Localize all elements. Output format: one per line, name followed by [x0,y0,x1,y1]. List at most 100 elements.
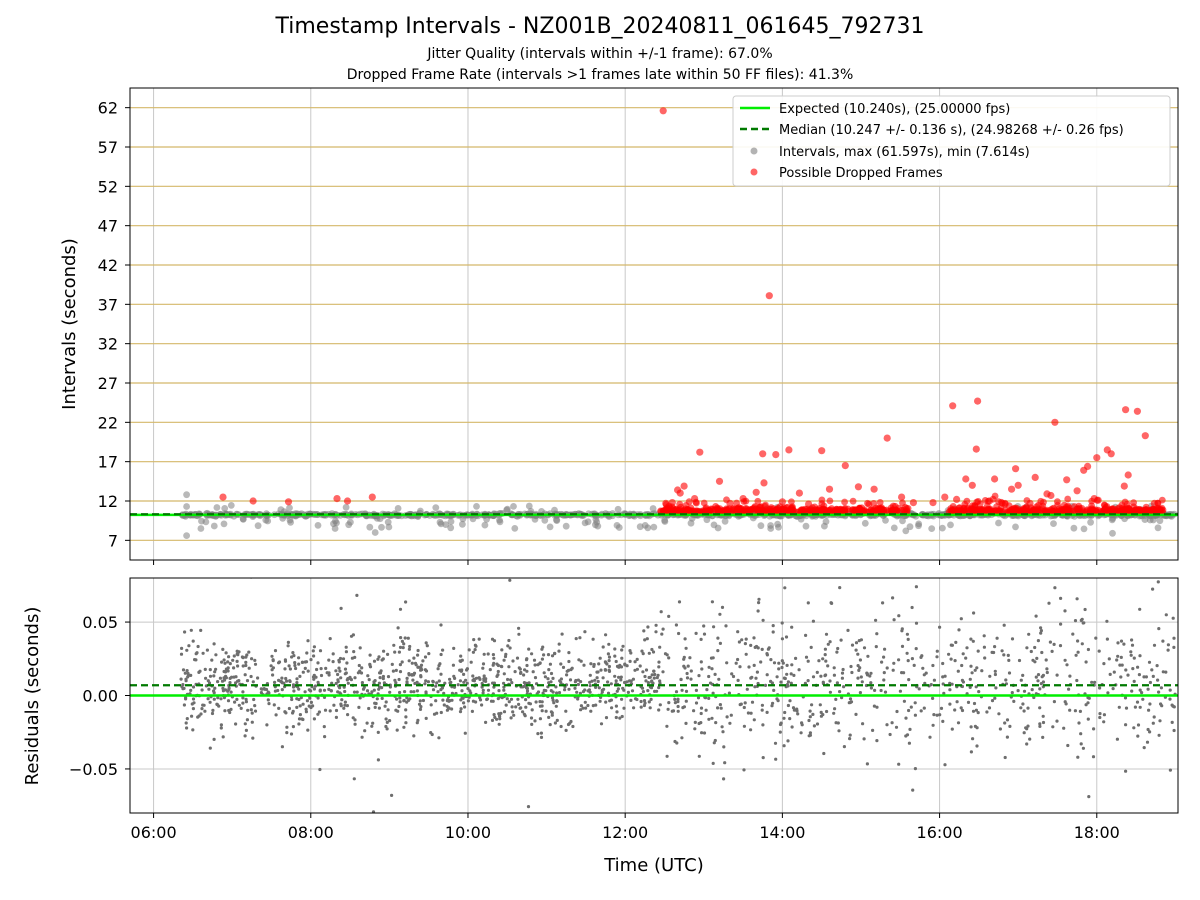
residual-point [1141,697,1145,701]
residual-point [914,647,918,651]
residual-point [954,640,958,645]
residual-point [332,703,336,707]
residual-point [481,688,485,692]
residual-point [894,725,899,729]
interval-point [553,517,561,524]
residual-point [554,704,558,708]
residual-point [777,667,781,671]
residual-point [665,653,669,657]
residual-point [595,676,599,680]
residual-point [191,685,196,689]
residual-point [365,721,369,725]
residual-point [423,655,428,659]
dropped-frame-point [726,499,734,507]
residual-point [825,709,829,714]
residual-point [599,668,603,672]
residual-point [525,657,529,661]
residual-point [788,699,792,703]
dropped-frame-point [1130,499,1137,507]
residual-point [811,712,815,717]
residual-point [1012,699,1016,704]
residual-point [550,654,555,658]
residual-point [460,689,464,693]
dropped-frame-point [772,451,780,459]
x-tick-label: 14:00 [759,823,805,842]
interval-point [1087,518,1094,526]
residual-point [559,680,563,685]
residual-point [808,709,812,713]
residual-point [353,655,357,660]
residual-point [661,670,665,674]
residual-point [1117,705,1121,709]
residual-point [1130,638,1134,642]
residual-point [194,658,198,662]
residual-point [533,676,538,680]
residual-point [546,677,550,681]
residual-point [523,668,527,672]
residual-point [898,689,903,693]
residual-point [243,673,247,677]
residual-point [604,700,608,704]
residual-point [226,669,230,673]
residual-point [394,681,398,685]
dropped-frame-point [979,506,986,513]
dropped-frame-point [849,497,857,505]
residual-point [345,661,349,665]
residual-point [377,706,381,710]
residual-point [370,724,374,728]
residual-point [338,656,343,661]
residual-point [224,676,228,680]
residual-point [328,637,332,641]
residual-point [1074,653,1078,657]
residual-point [702,731,707,735]
residual-point [415,721,419,725]
residual-point [189,688,193,693]
residual-point [298,713,302,717]
residual-point [381,677,385,681]
residual-point [592,662,596,667]
residual-point [502,710,507,714]
residual-point [524,698,528,702]
residual-point [1171,616,1175,620]
residual-point [790,625,794,629]
dropped-frame-point [660,507,667,515]
dropped-frame-point [343,497,352,505]
residual-point [913,701,917,705]
residual-point [393,650,397,654]
residual-point [784,635,789,639]
residual-point [1063,658,1067,662]
residual-point [856,676,860,680]
residual-point [660,632,664,636]
residual-point [705,688,709,692]
residual-point [564,709,568,713]
residual-point [969,637,973,641]
residual-point [462,701,466,705]
residual-point [959,617,963,621]
residual-point [658,703,662,707]
residual-point [1005,735,1010,739]
residual-point [525,663,529,668]
residual-point [452,674,456,678]
interval-point [394,505,402,512]
residual-point [210,658,214,662]
residual-point [1025,646,1029,650]
residual-point [943,674,947,678]
residual-point [658,681,662,685]
residual-point [1039,626,1043,630]
residual-point [581,706,585,710]
residual-point [305,699,309,703]
x-tick-label: 10:00 [445,823,491,842]
residual-point [614,715,618,720]
residual-point [771,701,775,705]
residual-point [599,722,604,726]
dropped-frame-point [968,481,976,489]
residual-point [419,663,424,667]
residual-point [402,698,406,703]
residual-point [439,710,443,715]
residual-point [439,672,443,676]
residual-point [384,700,388,704]
residual-point [614,659,618,664]
residual-point [375,697,379,701]
residual-point [436,667,440,671]
residual-point [578,691,583,696]
